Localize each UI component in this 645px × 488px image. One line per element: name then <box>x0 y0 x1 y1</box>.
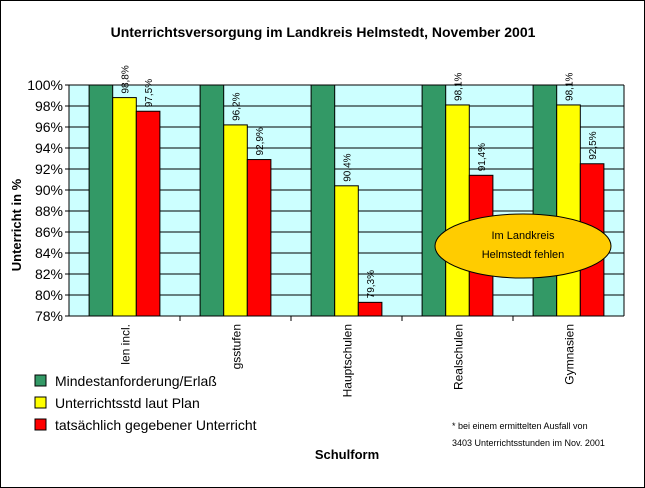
data-label: 96,2% <box>232 92 243 120</box>
x-tick-label: gsstufen <box>230 324 244 369</box>
y-tick-label: 98% <box>35 98 63 114</box>
y-tick-label: 88% <box>35 203 63 219</box>
axes <box>68 85 625 321</box>
y-axis-label: Unterricht in % <box>9 178 24 271</box>
bar <box>199 84 225 317</box>
bar <box>223 124 248 317</box>
data-label: 98,1% <box>565 72 576 100</box>
footnote: * bei einem ermittelten Ausfall von 3403… <box>452 421 605 448</box>
y-tick-label: 80% <box>35 287 63 303</box>
data-label: 90,4% <box>343 153 354 181</box>
data-label: 79,3% <box>366 270 377 298</box>
legend-label: Unterrichtsstd laut Plan <box>55 395 200 411</box>
y-tick-label: 100% <box>27 77 63 93</box>
x-axis-label: Schulform <box>315 447 379 462</box>
legend: Mindestanforderung/Erlaß Unterrichtsstd l… <box>34 373 257 433</box>
legend-label: Mindestanforderung/Erlaß <box>55 373 217 389</box>
bar <box>532 84 558 317</box>
chart-title: Unterrichtsversorgung im Landkreis Helms… <box>111 24 536 40</box>
legend-label: tatsächlich gegebener Unterricht <box>55 417 257 433</box>
y-tick-labels: 78% 80% 82% 84% 86% 88% 90% 92% 94% 96% 98% 100% <box>27 77 63 324</box>
x-tick-labels: len incl. gsstufen Hauptschulen Realschulen… <box>119 324 577 397</box>
bar <box>421 84 447 317</box>
y-tick-label: 90% <box>35 182 63 198</box>
x-tick-label: len incl. <box>119 324 133 365</box>
y-tick-label: 92% <box>35 161 63 177</box>
bar <box>112 97 137 317</box>
annotation-callout: Im Landkreis Helmstedt fehlen <box>434 213 612 279</box>
bar <box>135 110 161 317</box>
bar <box>556 104 581 317</box>
footnote-line: 3403 Unterrichtsstunden im Nov. 2001 <box>452 438 605 448</box>
x-tick-label: Hauptschulen <box>341 324 355 397</box>
legend-swatch <box>34 418 47 431</box>
bar-labels: 98,8% 97,5% 96,2% 92,9% 90,4% 79,3% 98,1% 91,4%… <box>121 65 600 298</box>
x-tick-label: Gymnasien <box>563 324 577 385</box>
bar <box>357 301 383 317</box>
legend-swatch <box>34 374 47 387</box>
y-tick-label: 94% <box>35 140 63 156</box>
bar <box>88 84 114 317</box>
bar <box>310 84 336 317</box>
footnote-line: * bei einem ermittelten Ausfall von <box>452 421 588 431</box>
data-label: 92,9% <box>255 127 266 155</box>
y-tick-label: 96% <box>35 119 63 135</box>
data-label: 97,5% <box>144 79 155 107</box>
data-label: 98,1% <box>454 72 465 100</box>
annotation-ellipse <box>434 213 612 279</box>
data-label: 91,4% <box>477 143 488 171</box>
y-tick-label: 84% <box>35 245 63 261</box>
bar <box>445 104 470 317</box>
y-tick-label: 78% <box>35 308 63 324</box>
legend-swatch <box>34 396 47 409</box>
y-tick-label: 86% <box>35 224 63 240</box>
bar <box>334 185 359 317</box>
annotation-line: Helmstedt fehlen <box>482 249 565 261</box>
y-tick-label: 82% <box>35 266 63 282</box>
bar <box>246 159 272 317</box>
x-tick-label: Realschulen <box>452 324 466 390</box>
data-label: 92,5% <box>588 131 599 159</box>
annotation-line: Im Landkreis <box>492 230 555 242</box>
data-label: 98,8% <box>121 65 132 93</box>
